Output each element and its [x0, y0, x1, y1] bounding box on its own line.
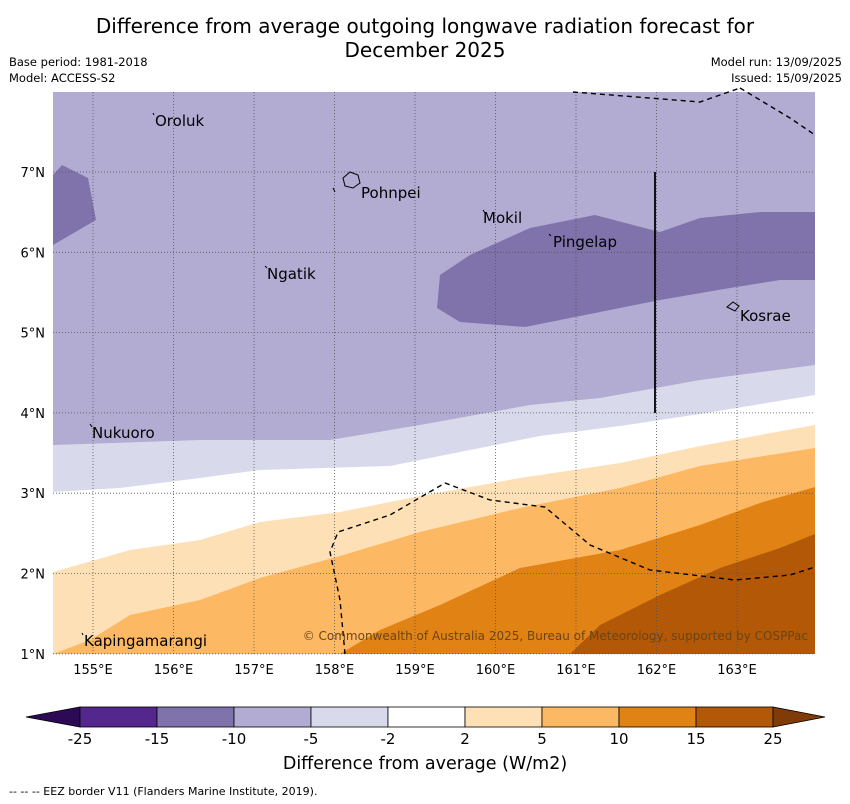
lon-tick-label: 161°E: [556, 663, 596, 678]
colorbar-extend-high: [772, 706, 826, 728]
colorbar-bin: [464, 706, 543, 728]
colorbar-tick: -10: [221, 730, 247, 748]
lat-tick-label: 3°N: [21, 487, 46, 502]
colorbar-tick: 10: [609, 730, 629, 748]
place-label-pingelap: Pingelap: [553, 233, 617, 251]
meta-left: Base period: 1981-2018 Model: ACCESS-S2: [9, 54, 148, 86]
fill-minus15-east: [437, 212, 815, 327]
lon-tick-label: 156°E: [154, 663, 194, 678]
kapingamarangi-mark: [81, 632, 84, 636]
footnote-eez: -- -- -- EEZ border V11 (Flanders Marine…: [9, 785, 318, 798]
lon-tick-label: 160°E: [476, 663, 516, 678]
lat-tick-label: 4°N: [21, 407, 46, 422]
colorbar-label: Difference from average (W/m2): [282, 754, 568, 774]
lon-tick-label: 155°E: [73, 663, 113, 678]
meta-right: Model run: 13/09/2025 Issued: 15/09/2025: [711, 54, 842, 86]
eez-border-south: [329, 482, 816, 655]
eez-border-north: [572, 87, 741, 103]
place-label-ngatik: Ngatik: [267, 265, 316, 283]
issued-date: Issued: 15/09/2025: [731, 71, 842, 85]
colorbar-tick: -5: [303, 730, 319, 748]
nukuoro-mark: [89, 423, 93, 428]
graticule: [53, 92, 815, 655]
latitude-labels: 7°N 6°N 5°N 4°N 3°N 2°N 1°N: [21, 166, 46, 663]
mokil-mark: [482, 209, 486, 214]
colorbar-bin: [618, 706, 697, 728]
eez-border-northeast: [739, 87, 816, 136]
lon-tick-label: 158°E: [315, 663, 355, 678]
colorbar-bin: [387, 706, 466, 728]
colorbar-bin: [695, 706, 774, 728]
kosrae-outline: [726, 301, 740, 312]
eez-borders: [329, 87, 816, 655]
pingelap-mark: [548, 233, 552, 237]
colorbar-bin: [310, 706, 389, 728]
colorbar-bin: [233, 706, 312, 728]
lon-tick-label: 157°E: [234, 663, 274, 678]
lon-tick-label: 159°E: [395, 663, 435, 678]
colorbar-bin: [79, 706, 158, 728]
colorbar-tick: 2: [460, 730, 470, 748]
ant-atoll-outline: [332, 187, 336, 193]
longitude-labels: 155°E 156°E 157°E 158°E 159°E 160°E 161°E 162°E…: [73, 663, 757, 678]
lat-tick-label: 7°N: [21, 166, 46, 181]
colorbar: [25, 706, 826, 728]
model-run: Model run: 13/09/2025: [710, 55, 842, 69]
place-label-kapingamarangi: Kapingamarangi: [84, 632, 207, 650]
map-title: Difference from average outgoing longwav…: [95, 14, 755, 62]
lat-tick-label: 5°N: [21, 327, 46, 342]
place-label-pohnpei: Pohnpei: [361, 184, 421, 202]
islands: [81, 112, 740, 636]
place-labels: Oroluk Pohnpei Mokil Pingelap Ngatik Kos…: [84, 112, 791, 650]
colorbar-tick: 25: [763, 730, 783, 748]
lat-tick-label: 2°N: [21, 568, 46, 583]
colorbar-bin: [156, 706, 235, 728]
colorbar-tick: -2: [380, 730, 396, 748]
place-label-nukuoro: Nukuoro: [92, 424, 155, 442]
lon-tick-label: 163°E: [717, 663, 757, 678]
model-name: Model: ACCESS-S2: [9, 71, 116, 85]
colorbar-tick: -15: [144, 730, 170, 748]
fill-minus15-west: [53, 165, 96, 245]
colorbar-tick: -25: [67, 730, 93, 748]
lat-tick-label: 1°N: [21, 648, 46, 663]
place-label-kosrae: Kosrae: [740, 307, 791, 325]
colorbar-extend-low: [25, 706, 81, 728]
copyright-notice: © Commonwealth of Australia 2025, Bureau…: [303, 629, 808, 643]
oroluk-mark: [152, 112, 155, 116]
colorbar-bin: [541, 706, 620, 728]
lon-tick-label: 162°E: [637, 663, 677, 678]
base-period: Base period: 1981-2018: [9, 55, 148, 69]
place-label-mokil: Mokil: [483, 209, 522, 227]
place-label-oroluk: Oroluk: [155, 112, 204, 130]
contour-fills: [53, 92, 815, 654]
lat-tick-label: 6°N: [21, 246, 46, 261]
fill-plus15: [570, 534, 815, 654]
pohnpei-outline: [342, 171, 361, 189]
colorbar-tick: 15: [686, 730, 706, 748]
colorbar-tick: 5: [537, 730, 547, 748]
ngatik-mark: [264, 265, 268, 269]
